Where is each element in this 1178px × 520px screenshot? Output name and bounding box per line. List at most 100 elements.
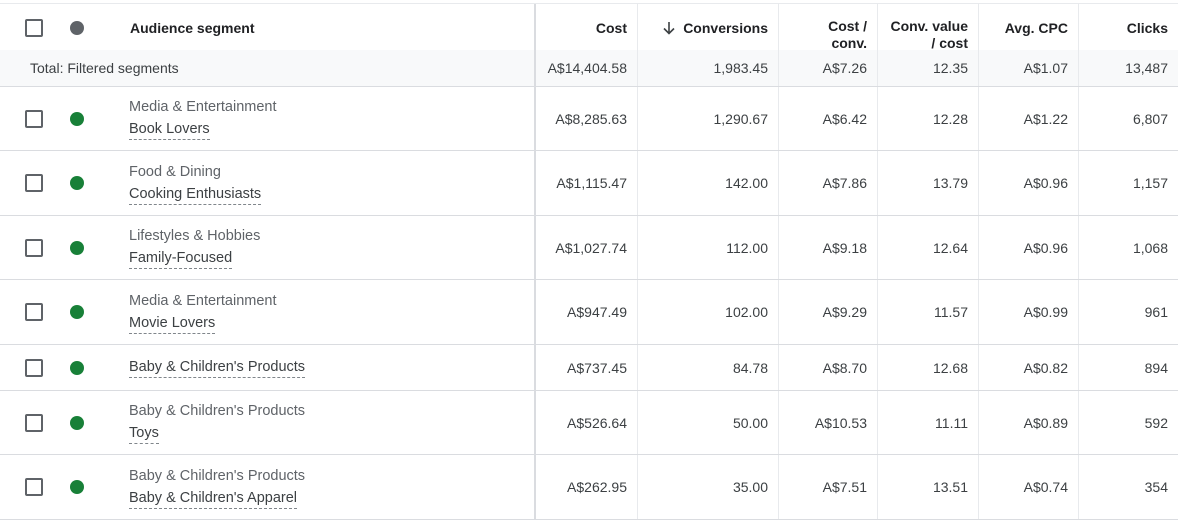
table-row: Lifestyles & Hobbies Family-Focused A$1,…	[0, 216, 1178, 280]
segment-name-link[interactable]: Family-Focused	[129, 248, 233, 269]
clicks-cell: 894	[1079, 345, 1178, 390]
frozen-column-divider	[534, 455, 536, 519]
enabled-status-icon[interactable]	[70, 240, 84, 255]
enabled-status-icon[interactable]	[70, 176, 84, 190]
cost-cell: A$1,027.74	[536, 216, 637, 279]
column-divider	[978, 50, 979, 86]
segment-name-link[interactable]: Book Lovers	[129, 119, 210, 140]
segment-name-link[interactable]: Baby & Children's Products	[129, 357, 306, 378]
total-row: Total: Filtered segments A$14,404.58 1,9…	[0, 50, 1178, 87]
clicks-value: 894	[1144, 359, 1168, 376]
column-divider	[877, 391, 878, 454]
column-divider	[1078, 50, 1079, 86]
cost-value: A$8,285.63	[555, 110, 627, 127]
status-header-icon[interactable]	[70, 21, 84, 35]
cost-per-conv-cell: A$9.18	[779, 216, 877, 279]
frozen-column-divider	[534, 216, 536, 279]
cost-per-conv-cell: A$10.53	[779, 391, 877, 454]
row-checkbox[interactable]	[25, 358, 43, 377]
conversions-value: 84.78	[732, 359, 768, 376]
cost-cell: A$737.45	[536, 345, 637, 390]
segment-name-link[interactable]: Toys	[129, 423, 159, 444]
total-label-cell: Total: Filtered segments	[0, 50, 179, 86]
conversions-header-content: Conversions	[661, 20, 768, 37]
row-checkbox[interactable]	[25, 109, 43, 128]
cost-value: A$526.64	[567, 414, 627, 431]
cost-per-conv-cell: A$6.42	[779, 87, 877, 150]
enabled-status-icon[interactable]	[70, 305, 84, 319]
total-cost-value: A$14,404.58	[547, 60, 627, 76]
cost-header[interactable]: Cost	[536, 4, 637, 52]
row-select-cell	[25, 345, 43, 390]
table-row: Media & Entertainment Movie Lovers A$947…	[0, 280, 1178, 345]
clicks-value: 592	[1144, 414, 1168, 431]
avg-cpc-cell: A$0.96	[979, 151, 1078, 215]
arrow-down-icon	[663, 22, 675, 35]
column-divider	[877, 280, 878, 344]
cost-per-conv-header-line2: conv.	[831, 35, 867, 51]
conversions-cell: 50.00	[638, 391, 778, 454]
enabled-status-icon[interactable]	[70, 415, 84, 430]
column-divider	[978, 4, 979, 52]
row-select-cell	[25, 87, 43, 150]
column-divider	[1078, 216, 1079, 279]
select-all-checkbox[interactable]	[25, 19, 43, 37]
clicks-cell: 961	[1079, 280, 1178, 344]
conv-value-cost-value: 11.57	[934, 304, 968, 320]
row-select-cell	[25, 455, 43, 519]
enabled-status-icon[interactable]	[70, 111, 84, 126]
row-checkbox[interactable]	[25, 303, 43, 321]
clicks-cell: 592	[1079, 391, 1178, 454]
segment-name-link[interactable]: Baby & Children's Apparel	[129, 488, 298, 509]
segment-name-link[interactable]: Cooking Enthusiasts	[129, 184, 262, 205]
cost-per-conv-header[interactable]: Cost / conv.	[779, 4, 877, 52]
segment-header[interactable]: Audience segment	[130, 4, 254, 52]
conversions-cell: 1,290.67	[638, 87, 778, 150]
enabled-status-icon[interactable]	[70, 360, 84, 375]
conv-value-cost-cell: 12.28	[878, 87, 978, 150]
total-conversions: 1,983.45	[638, 50, 778, 86]
conv-value-cost-header-line2: / cost	[931, 35, 968, 51]
clicks-value: 6,807	[1132, 110, 1168, 127]
select-all-cell	[25, 4, 43, 52]
conv-value-cost-header[interactable]: Conv. value / cost	[878, 4, 978, 52]
cost-cell: A$8,285.63	[536, 87, 637, 150]
table-header: Audience segment Cost Conversions Cost /…	[0, 3, 1178, 54]
table-row: Baby & Children's Products Baby & Childr…	[0, 455, 1178, 520]
column-divider	[778, 345, 779, 390]
conv-value-cost-cell: 13.51	[878, 455, 978, 519]
clicks-header-label: Clicks	[1126, 19, 1168, 36]
column-divider	[1078, 87, 1079, 150]
column-divider	[978, 345, 979, 390]
conversions-cell: 84.78	[638, 345, 778, 390]
row-checkbox[interactable]	[25, 174, 43, 192]
conv-value-cost-value: 12.68	[932, 359, 968, 376]
frozen-column-divider	[534, 280, 536, 344]
frozen-column-divider[interactable]	[534, 4, 536, 52]
avg-cpc-value: A$0.89	[1023, 414, 1068, 431]
row-select-cell	[25, 216, 43, 279]
clicks-header[interactable]: Clicks	[1079, 4, 1178, 52]
cost-value: A$947.49	[567, 304, 627, 320]
cost-per-conv-cell: A$9.29	[779, 280, 877, 344]
total-label: Total: Filtered segments	[30, 60, 179, 76]
status-cell	[70, 216, 84, 279]
enabled-status-icon[interactable]	[70, 480, 84, 494]
column-divider	[637, 391, 638, 454]
segment-category: Baby & Children's Products	[129, 403, 306, 419]
avg-cpc-header[interactable]: Avg. CPC	[979, 4, 1078, 52]
frozen-column-divider	[534, 391, 536, 454]
total-conversions-value: 1,983.45	[713, 60, 769, 76]
column-divider	[978, 280, 979, 344]
conversions-header[interactable]: Conversions	[638, 4, 778, 52]
column-divider	[778, 50, 779, 86]
column-divider	[637, 151, 638, 215]
segment-name-link[interactable]: Movie Lovers	[129, 313, 216, 334]
row-checkbox[interactable]	[25, 478, 43, 496]
avg-cpc-value: A$0.96	[1023, 239, 1068, 256]
row-checkbox[interactable]	[25, 238, 43, 257]
row-checkbox[interactable]	[25, 413, 43, 432]
column-divider	[778, 216, 779, 279]
segment-cell: Baby & Children's Products Toys	[0, 391, 305, 454]
cost-per-conv-value: A$10.53	[814, 414, 867, 431]
